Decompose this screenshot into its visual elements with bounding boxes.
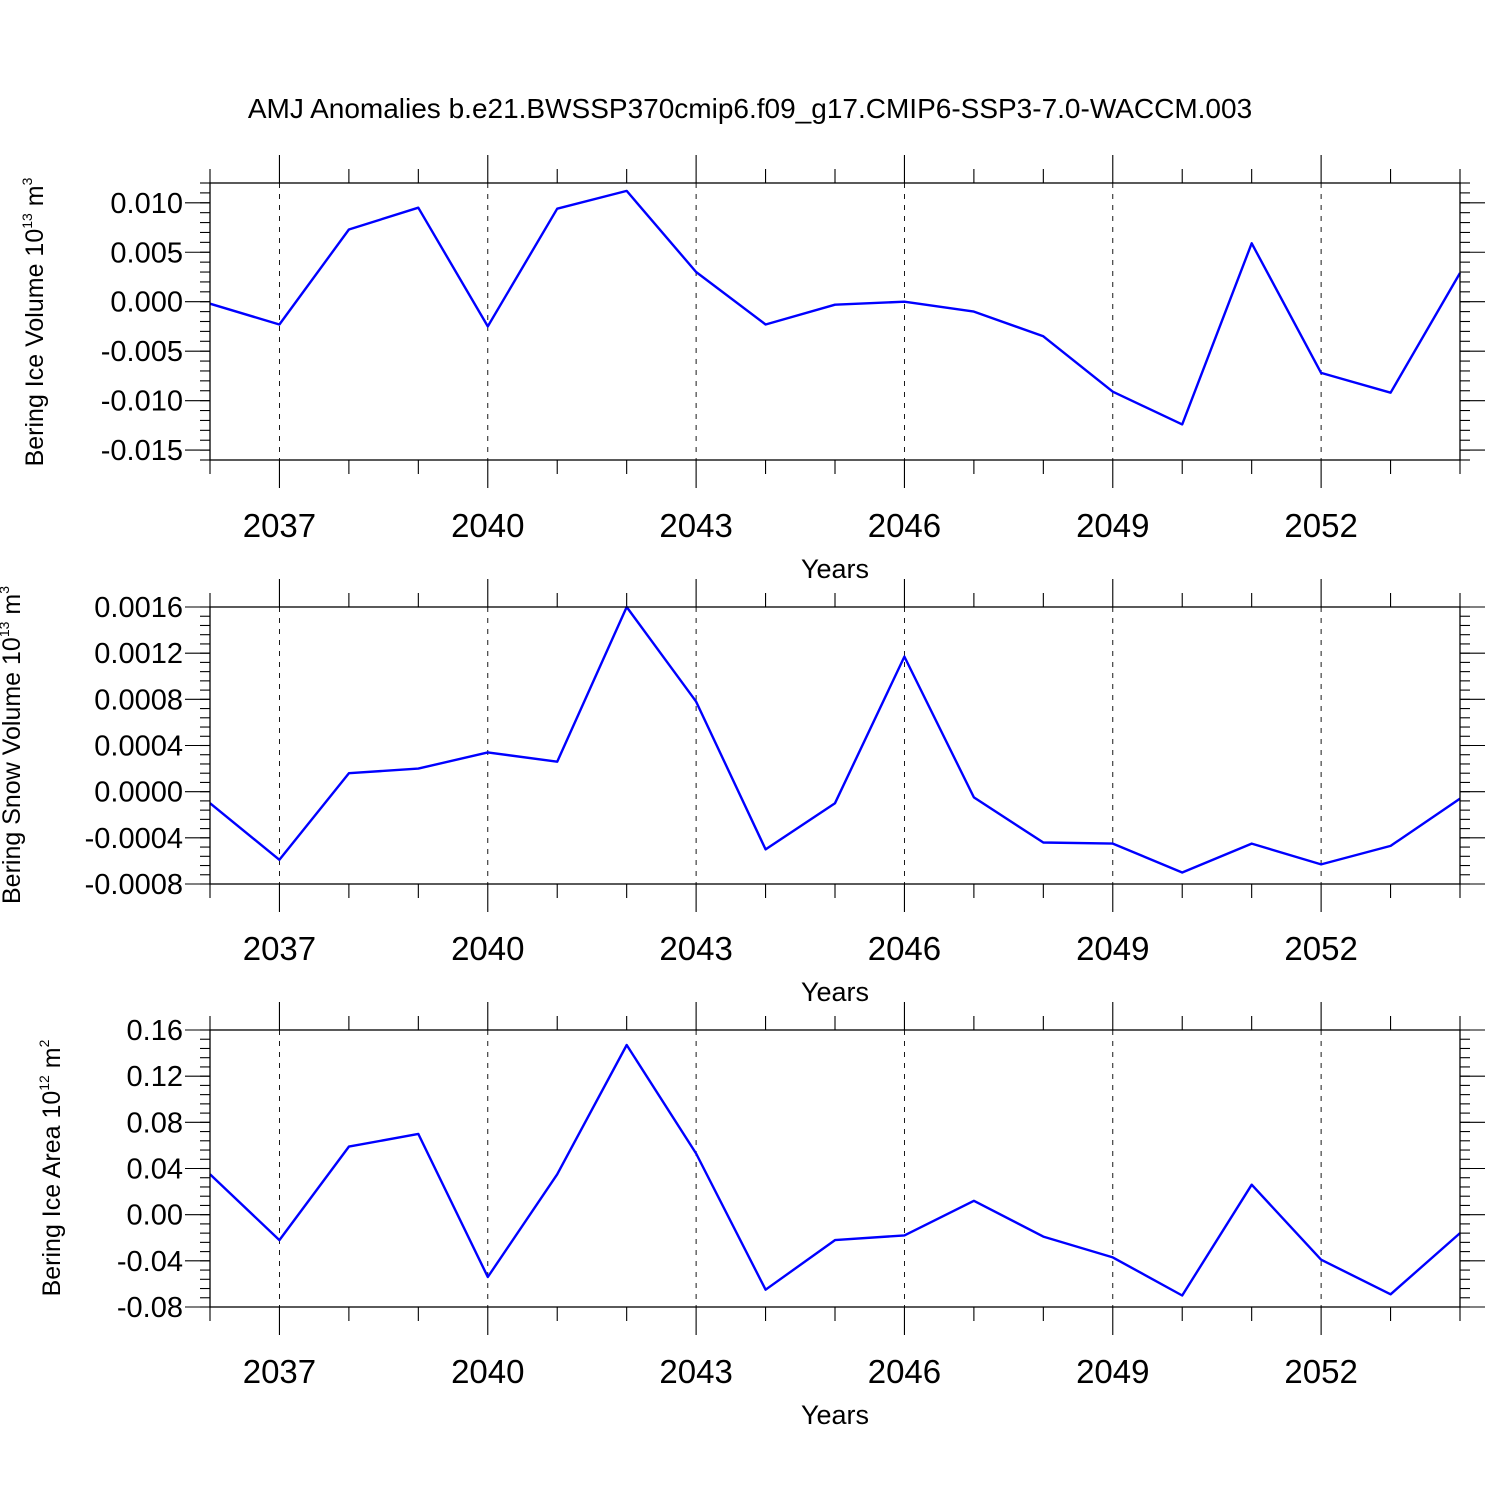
y-tick-label: 0.010 <box>110 188 183 220</box>
x-tick-label: 2049 <box>1076 930 1149 967</box>
y-tick-label: -0.0008 <box>85 869 183 901</box>
panel-ice-area: 0.16 0.12 0.08 0.04 0.00 -0.04 -0.08 2037 2040 20… <box>36 1002 1485 1430</box>
figure-title: AMJ Anomalies b.e21.BWSSP370cmip6.f09_g1… <box>248 93 1252 124</box>
panel-ice-volume: 0.010 0.005 0.000 -0.005 -0.010 -0.015 2037 204… <box>19 155 1485 584</box>
x-tick-label: 2049 <box>1076 507 1149 544</box>
y-axis-label: Bering Ice Volume 1013 m3 <box>19 177 49 466</box>
x-tick-label: 2052 <box>1284 930 1357 967</box>
x-tick-label: 2046 <box>868 930 941 967</box>
y-axis-label: Bering Snow Volume 1013 m3 <box>0 586 26 904</box>
y-tick-label: -0.04 <box>117 1246 183 1278</box>
plot-frame <box>209 606 1461 885</box>
x-tick-label: 2037 <box>243 1353 316 1390</box>
y-tick-label: 0.00 <box>127 1200 183 1232</box>
y-tick-label: 0.0008 <box>94 684 183 716</box>
x-axis-label: Years <box>801 1400 869 1430</box>
y-tick-label: 0.04 <box>127 1154 183 1186</box>
y-tick-label: -0.0004 <box>85 823 183 855</box>
x-tick-label: 2043 <box>659 930 732 967</box>
x-tick-label: 2040 <box>451 1353 524 1390</box>
y-tick-label: 0.08 <box>127 1107 183 1139</box>
y-tick-label: -0.015 <box>101 435 183 467</box>
y-tick-label: 0.0016 <box>94 592 183 624</box>
x-tick-label: 2037 <box>243 930 316 967</box>
x-tick-label: 2046 <box>868 507 941 544</box>
x-tick-label: 2043 <box>659 507 732 544</box>
x-tick-label: 2046 <box>868 1353 941 1390</box>
y-tick-label: -0.08 <box>117 1292 183 1324</box>
x-axis-label: Years <box>801 977 869 1007</box>
y-tick-label: 0.000 <box>110 287 183 319</box>
y-tick-label: 0.0000 <box>94 777 183 809</box>
y-tick-label: -0.005 <box>101 336 183 368</box>
y-tick-label: 0.0012 <box>94 638 183 670</box>
series-line <box>209 189 1462 426</box>
x-tick-label: 2049 <box>1076 1353 1149 1390</box>
plot-frame <box>209 1029 1461 1308</box>
y-axis-label: Bering Ice Area 1012 m2 <box>36 1039 66 1296</box>
x-axis-label: Years <box>801 554 869 584</box>
x-tick-label: 2043 <box>659 1353 732 1390</box>
x-tick-label: 2052 <box>1284 507 1357 544</box>
series-line <box>209 1043 1461 1297</box>
panel-snow-volume: 0.0016 0.0012 0.0008 0.0004 0.0000 -0.0004 -0.… <box>0 579 1485 1007</box>
y-tick-label: 0.16 <box>127 1015 183 1047</box>
x-tick-label: 2040 <box>451 507 524 544</box>
y-tick-label: 0.0004 <box>94 731 183 763</box>
y-tick-label: -0.010 <box>101 386 183 418</box>
x-tick-label: 2040 <box>451 930 524 967</box>
plot-frame <box>209 182 1461 461</box>
y-tick-label: 0.12 <box>127 1061 183 1093</box>
x-tick-label: 2052 <box>1284 1353 1357 1390</box>
y-tick-label: 0.005 <box>110 237 183 269</box>
x-tick-label: 2037 <box>243 507 316 544</box>
series-line <box>209 605 1461 874</box>
